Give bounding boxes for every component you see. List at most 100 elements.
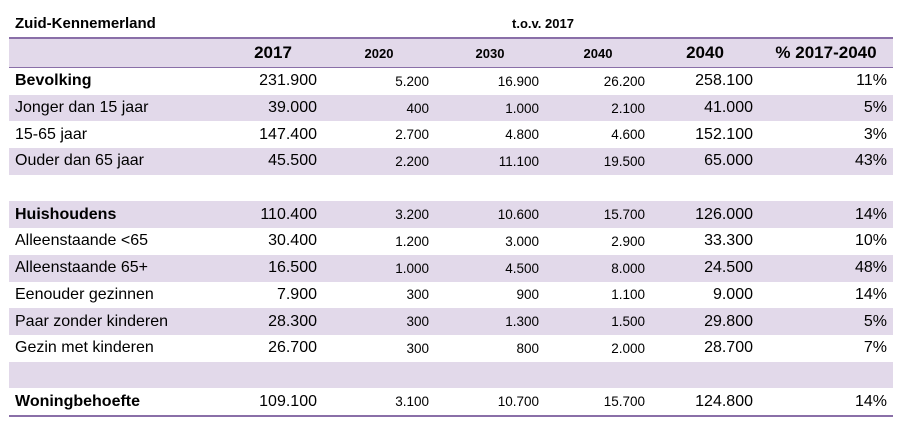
table-cell: 10.600 (435, 201, 545, 229)
table-cell: 33.300 (704, 232, 753, 250)
table-cell: 15.700 (545, 388, 651, 417)
table-cell: 19.500 (545, 148, 651, 175)
table-cell: 1.000 (323, 254, 435, 282)
table-cell: 10% (854, 232, 887, 250)
column-header (9, 38, 223, 68)
row-label: Gezin met kinderen (15, 339, 154, 357)
table-cell: 1.100 (611, 287, 645, 303)
table-cell: 5% (759, 94, 893, 122)
table-cell: 11.100 (435, 148, 545, 175)
column-header: 2040 (651, 38, 759, 68)
table-row: Eenouder gezinnen 7.900 300 900 1.100 9.000 14… (9, 282, 893, 309)
table-row: Gezin met kinderen 26.700 300 800 2.000 28.70… (9, 335, 893, 362)
table-cell: 43% (759, 148, 893, 175)
table-cell: 126.000 (651, 201, 759, 229)
table-cell: 48% (759, 254, 893, 282)
table-cell: 14% (759, 388, 893, 417)
table-cell: 2.700 (395, 127, 429, 143)
table-cell: 5.200 (395, 73, 429, 89)
table-row: Huishoudens 110.400 3.200 10.600 15.700 126.0… (9, 201, 893, 229)
table-cell: 16.500 (223, 254, 323, 282)
table-cell: 2.900 (611, 233, 645, 249)
column-header: 2040 (545, 38, 651, 68)
table-cell: 300 (406, 340, 429, 356)
row-label: Paar zonder kinderen (9, 308, 223, 335)
table-cell: 4.800 (505, 127, 539, 143)
table-cell: 800 (516, 340, 539, 356)
table-cell: 26.700 (268, 339, 317, 357)
table-cell: 3.200 (323, 201, 435, 229)
table-cell: 147.400 (259, 125, 317, 143)
table-cell: 26.200 (603, 73, 645, 89)
row-label: Alleenstaande 65+ (9, 254, 223, 282)
row-label: Woningbehoefte (9, 388, 223, 417)
column-header: % 2017-2040 (759, 38, 893, 68)
column-header: 2017 (223, 38, 323, 68)
table-cell: 400 (323, 94, 435, 122)
table-cell: 1.500 (545, 308, 651, 335)
table-row: Alleenstaande 65+ 16.500 1.000 4.500 8.000 24… (9, 254, 893, 282)
table-cell: 41.000 (651, 94, 759, 122)
table-row: Bevolking 231.900 5.200 16.900 26.200 258.100… (9, 68, 893, 95)
table-cell: 45.500 (223, 148, 323, 175)
table-cell: 258.100 (695, 72, 753, 90)
table-cell: 9.000 (712, 285, 753, 303)
row-label: Bevolking (15, 72, 92, 90)
table-cell: 3.100 (323, 388, 435, 417)
table-cell: 5% (759, 308, 893, 335)
table-cell: 28.700 (704, 339, 753, 357)
table-cell: 16.900 (497, 73, 539, 89)
table-cell: 39.000 (223, 94, 323, 122)
table-row: Jonger dan 15 jaar 39.000 400 1.000 2.100 41.… (9, 94, 893, 122)
table-row: 15-65 jaar 147.400 2.700 4.800 4.600 152.100 3… (9, 121, 893, 148)
table-cell: 231.900 (259, 72, 317, 90)
table-cell: 10.700 (435, 388, 545, 417)
table-cell: 15.700 (545, 201, 651, 229)
data-table: Zuid-Kennemerland t.o.v. 2017 2017 2020 … (9, 10, 893, 417)
table-cell: 24.500 (651, 254, 759, 282)
table-cell: 3% (863, 125, 887, 143)
table-row: Alleenstaande <65 30.400 1.200 3.000 2.900 33… (9, 228, 893, 255)
table-subtitle: t.o.v. 2017 (435, 10, 651, 39)
header-row: 2017 2020 2030 2040 2040 % 2017-2040 (9, 38, 893, 68)
table-cell: 900 (516, 287, 539, 303)
table-cell: 65.000 (651, 148, 759, 175)
table-cell: 109.100 (223, 388, 323, 417)
table-row: Paar zonder kinderen 28.300 300 1.300 1.500 2… (9, 308, 893, 335)
table-cell: 28.300 (223, 308, 323, 335)
table-cell: 3.000 (505, 233, 539, 249)
title-row: Zuid-Kennemerland t.o.v. 2017 (9, 10, 893, 39)
table-cell: 300 (323, 308, 435, 335)
table-cell: 124.800 (651, 388, 759, 417)
table-cell: 2.100 (545, 94, 651, 122)
spacer-row (9, 361, 893, 389)
table-cell: 7% (863, 339, 887, 357)
table-cell: 1.000 (435, 94, 545, 122)
spacer-row (9, 175, 893, 202)
row-label: Eenouder gezinnen (15, 285, 154, 303)
row-label: Jonger dan 15 jaar (9, 94, 223, 122)
table-cell: 152.100 (695, 125, 753, 143)
table-row: Woningbehoefte 109.100 3.100 10.700 15.700 12… (9, 388, 893, 417)
table-cell: 7.900 (276, 285, 317, 303)
table-title: Zuid-Kennemerland (9, 10, 435, 39)
table-cell: 2.200 (323, 148, 435, 175)
table-cell: 4.600 (611, 127, 645, 143)
table-cell: 11% (856, 72, 887, 90)
table-cell: 2.000 (611, 340, 645, 356)
column-header: 2030 (435, 38, 545, 68)
table-cell: 8.000 (545, 254, 651, 282)
table-cell: 29.800 (651, 308, 759, 335)
table-row: Ouder dan 65 jaar 45.500 2.200 11.100 19.500… (9, 148, 893, 175)
table-cell: 300 (406, 287, 429, 303)
table-cell: 1.300 (435, 308, 545, 335)
table-cell: 14% (854, 285, 887, 303)
row-label: 15-65 jaar (15, 125, 88, 143)
table-cell: 14% (759, 201, 893, 229)
table-body: Bevolking 231.900 5.200 16.900 26.200 258.100… (9, 68, 893, 417)
table-cell: 30.400 (268, 232, 317, 250)
table-cell: 110.400 (223, 201, 323, 229)
column-header: 2020 (323, 38, 435, 68)
row-label: Huishoudens (9, 201, 223, 229)
